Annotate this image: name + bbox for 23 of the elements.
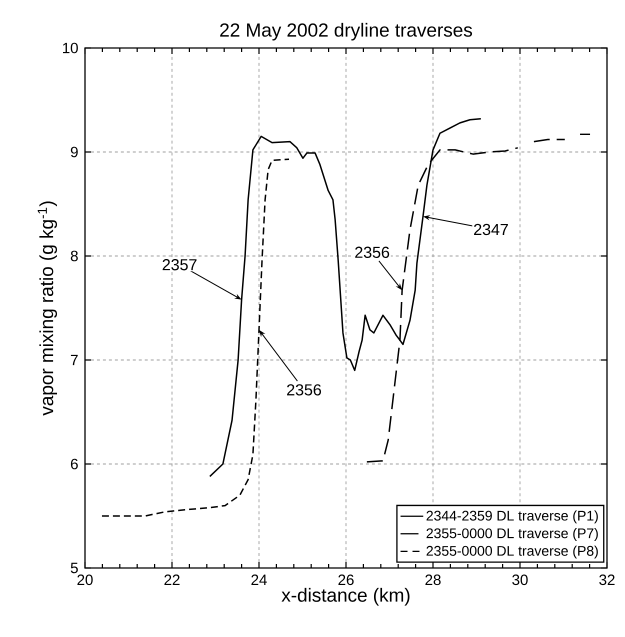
x-tick-label: 22 <box>164 574 180 585</box>
y-tick-label: 5 <box>70 562 78 574</box>
annotation: 2347 <box>474 224 508 236</box>
x-tick-label: 30 <box>512 574 528 586</box>
y-tick-label: 6 <box>70 458 78 470</box>
y-tick-label: 8 <box>70 250 78 262</box>
legend-label: 2344-2359 DL traverse (P1) <box>426 510 598 524</box>
x-tick-label: 20 <box>77 574 93 586</box>
y-tick-label: 7 <box>70 354 78 366</box>
x-tick-label: 32 <box>599 574 615 586</box>
y-tick-label: 9 <box>70 146 78 158</box>
annotation: 2356 <box>355 246 390 258</box>
x-tick-label: 28 <box>425 574 441 586</box>
x-tick-label: 24 <box>251 574 267 585</box>
chart-title: 22 May 2002 dryline traverses <box>220 22 472 40</box>
annotation: 2357 <box>162 259 197 270</box>
x-tick-label: 26 <box>338 574 354 586</box>
y-tick-label: 10 <box>63 42 78 54</box>
annotation: 2356 <box>287 384 322 396</box>
y-axis-title: vapor mixing ratio (g kg$^{-1}$) <box>38 202 58 416</box>
legend-label: 2355-0000 DL traverse (P7) <box>426 528 598 541</box>
legend-label: 2355-0000 DL traverse (P8) <box>426 546 598 559</box>
x-axis-title: x-distance (km) <box>282 588 410 606</box>
